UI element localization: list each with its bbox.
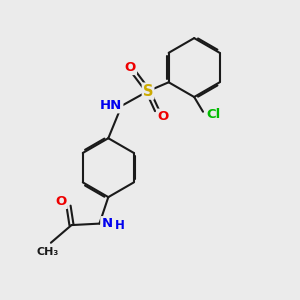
Text: N: N [101,217,112,230]
Text: HN: HN [100,99,122,112]
Text: Cl: Cl [206,108,220,121]
Text: S: S [143,84,153,99]
Text: CH₃: CH₃ [37,247,59,256]
Text: H: H [115,219,125,232]
Text: O: O [56,195,67,208]
Text: O: O [125,61,136,74]
Text: O: O [157,110,168,123]
